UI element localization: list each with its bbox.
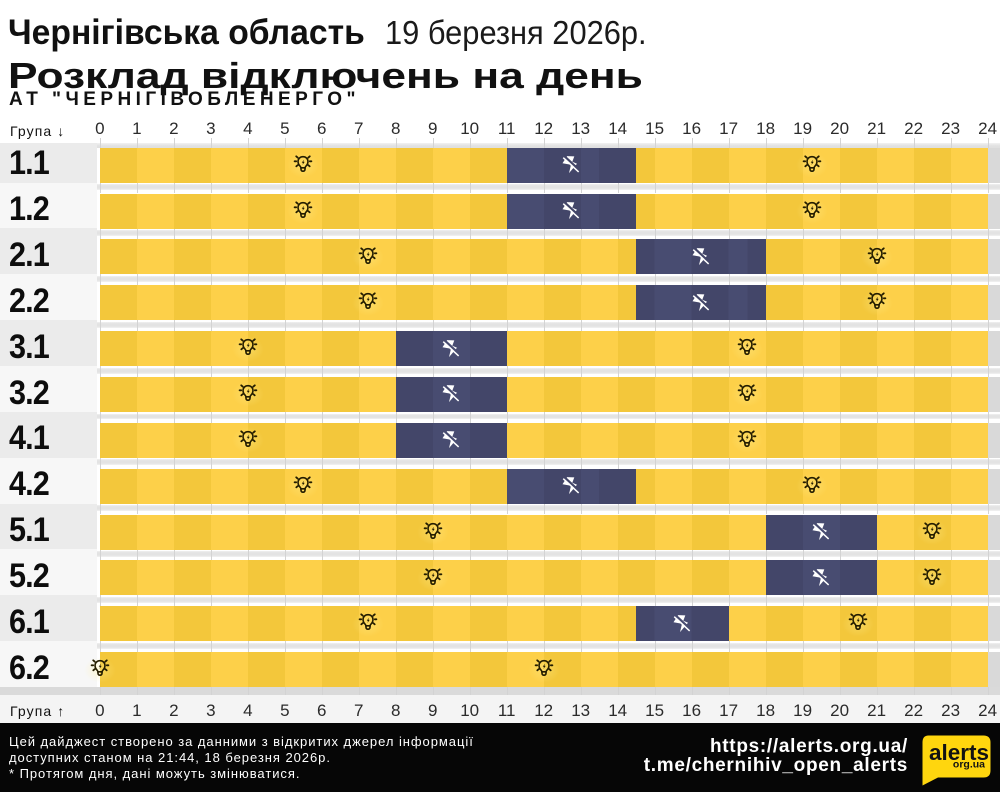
svg-text:alerts: alerts (929, 740, 989, 765)
svg-text:org.ua: org.ua (953, 759, 985, 771)
